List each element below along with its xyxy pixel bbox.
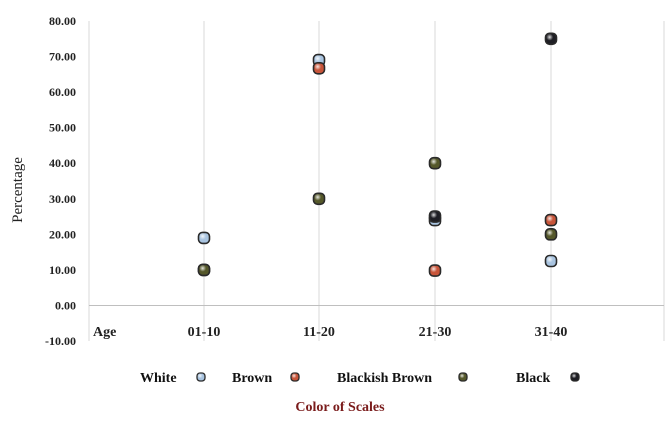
x-axis: 01-10 11-20 21-30 31-40	[89, 304, 664, 340]
legend: White Brown Blackish Brown Black	[140, 371, 580, 386]
legend-label: Blackish Brown	[337, 371, 432, 386]
data-points	[197, 32, 558, 277]
legend-item: Black	[516, 371, 580, 386]
y-tick-label: 70.00	[49, 50, 76, 64]
legend-label: Brown	[232, 371, 272, 386]
x-tick-label: 11-20	[303, 325, 335, 340]
y-tick-label: -10.00	[45, 334, 76, 348]
data-point	[428, 156, 442, 170]
y-tick-label: 0.00	[55, 298, 76, 312]
x-axis-label: Age	[93, 325, 116, 340]
data-point	[312, 61, 326, 75]
data-point	[544, 254, 558, 268]
y-tick-label: 50.00	[49, 121, 76, 135]
legend-marker	[458, 372, 468, 382]
legend-label: Black	[516, 371, 550, 386]
data-point	[428, 210, 442, 223]
y-axis-label: Percentage	[10, 157, 26, 223]
y-tick-label: 30.00	[49, 192, 76, 206]
data-point	[544, 213, 558, 227]
x-tick-label: 01-10	[188, 325, 221, 340]
legend-item: White	[140, 371, 206, 386]
data-point	[197, 263, 211, 277]
legend-marker	[196, 372, 206, 382]
y-tick-label: 20.00	[49, 227, 76, 241]
y-tick-label: 80.00	[49, 14, 76, 28]
x-tick-label: 31-40	[535, 325, 568, 340]
y-tick-label: 60.00	[49, 85, 76, 99]
data-point	[197, 231, 211, 245]
x-tick-label: 21-30	[419, 325, 452, 340]
y-tick-label: 10.00	[49, 263, 76, 277]
legend-label: White	[140, 371, 177, 386]
legend-item: Blackish Brown	[337, 371, 468, 386]
data-point	[544, 32, 558, 46]
legend-marker	[570, 372, 580, 382]
y-axis: 80.00 70.00 60.00 50.00 40.00 30.00 20.00 10.00…	[45, 14, 76, 348]
legend-item: Brown	[232, 371, 300, 386]
legend-marker	[290, 372, 300, 382]
vertical-gridlines	[88, 21, 665, 341]
y-tick-label: 40.00	[49, 156, 76, 170]
data-point	[312, 192, 326, 206]
data-point	[428, 264, 442, 277]
legend-caption: Color of Scales	[295, 400, 385, 415]
data-point	[544, 228, 558, 241]
